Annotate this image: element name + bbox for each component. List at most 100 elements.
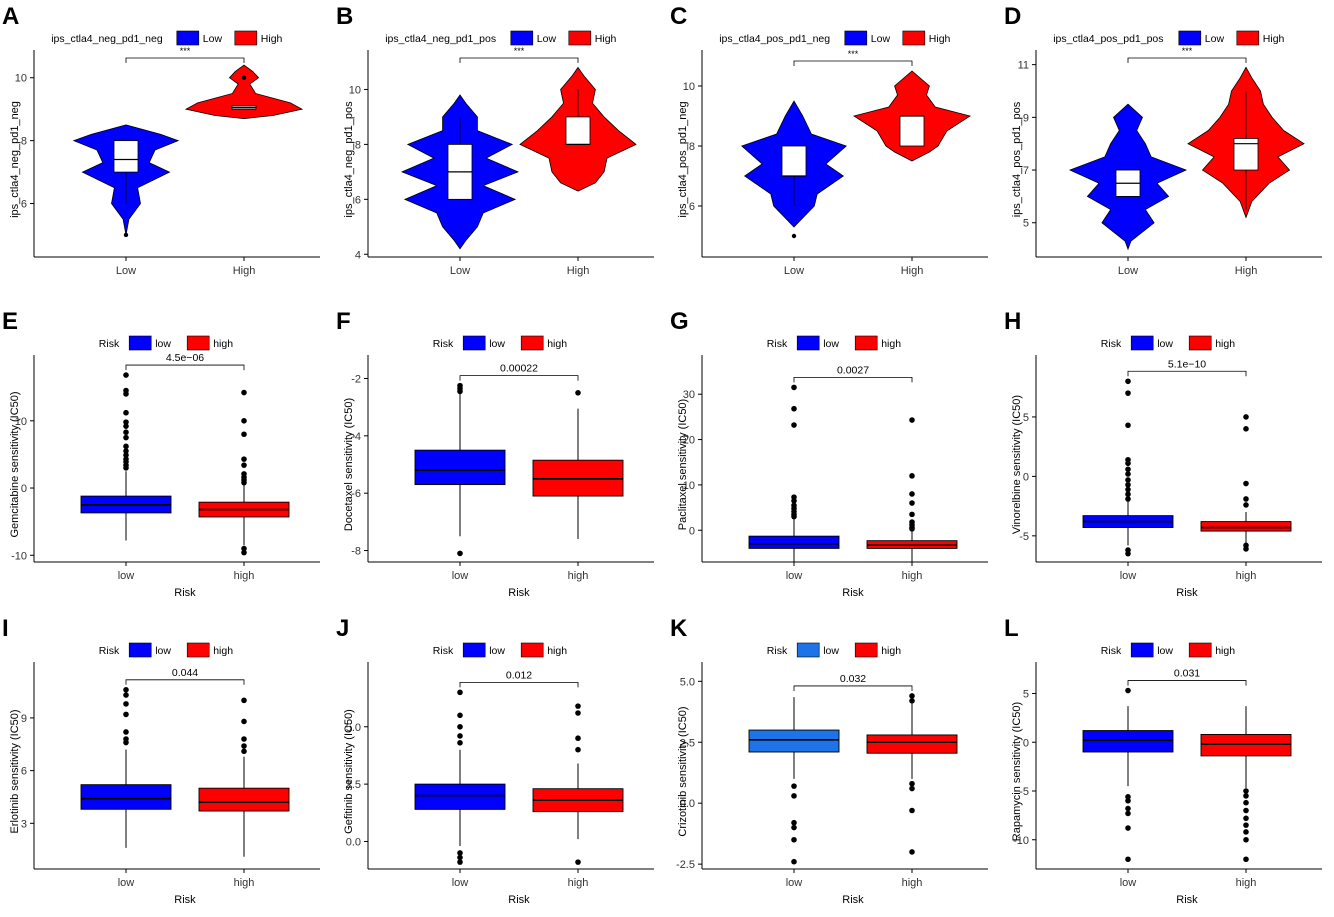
significance-bracket: [459, 375, 579, 381]
outlier-point: [457, 859, 463, 865]
legend-swatch-low: [462, 642, 486, 658]
x-tick-label: low: [1120, 570, 1137, 582]
legend-swatch-low: [462, 335, 486, 351]
legend-label-high: high: [213, 645, 233, 657]
legend: ips_ctla4_neg_pd1_neg Low High: [51, 30, 283, 46]
outlier-point: [457, 712, 463, 719]
panel-k: K Risk low high -2.5 0.0 2.5 5.0 Crizotinib sens…: [670, 615, 988, 906]
outlier-point: [1125, 477, 1131, 483]
significance-label: 0.00022: [500, 363, 538, 375]
significance-label: ***: [514, 46, 525, 56]
y-tick-label: -6: [351, 488, 361, 500]
legend: Risk low high: [433, 335, 567, 351]
significance-label: 5.1e−10: [1168, 358, 1206, 370]
outlier-point: [123, 701, 129, 707]
outlier-point: [241, 389, 247, 396]
y-tick-label: 6: [21, 199, 27, 211]
significance-label: 4.5e−06: [166, 352, 204, 364]
y-tick-label: -2.5: [676, 859, 695, 871]
legend-title: ips_ctla4_neg_pd1_pos: [385, 33, 496, 45]
group-low: [414, 689, 506, 865]
x-axis-label: Risk: [508, 587, 530, 599]
legend-title: Risk: [767, 645, 788, 657]
outlier-point: [241, 417, 247, 424]
legend: Risk low high: [1101, 642, 1235, 658]
outlier-point: [909, 511, 915, 518]
y-axis-label: ips_ctla4_neg_pd1_neg: [9, 101, 21, 218]
legend-label-low: Low: [871, 33, 891, 45]
outlier-point: [909, 807, 915, 814]
outlier-point: [1243, 414, 1249, 420]
legend-label-high: high: [1215, 338, 1235, 350]
legend-swatch-low: [128, 335, 152, 351]
legend-swatch-low: [844, 30, 868, 46]
group-low: [1082, 378, 1174, 557]
legend-swatch-high: [186, 335, 210, 351]
group-low: [748, 697, 840, 865]
significance-bracket: [125, 679, 245, 685]
outlier-point: [123, 429, 129, 436]
legend-swatch-high: [902, 30, 926, 46]
legend: Risk low high: [433, 642, 567, 658]
legend-title: Risk: [433, 645, 454, 657]
outlier-point: [123, 409, 129, 416]
outlier-point: [457, 733, 463, 739]
y-tick-label: 0: [689, 525, 695, 537]
x-tick-label: low: [118, 877, 135, 889]
y-axis-label: ips_ctla4_pos_pd1_neg: [677, 101, 689, 217]
x-tick-label: Low: [450, 265, 470, 277]
outlier-point: [791, 233, 797, 239]
outlier-point: [1125, 550, 1131, 557]
legend-swatch-low: [510, 30, 534, 46]
outlier-point: [1125, 805, 1131, 812]
outlier-point: [123, 736, 129, 742]
legend-label-high: high: [881, 338, 901, 350]
legend-swatch-high: [854, 642, 878, 658]
legend-label-high: High: [929, 33, 951, 45]
legend: ips_ctla4_pos_pd1_pos Low High: [1053, 30, 1285, 46]
outlier-point: [575, 859, 581, 865]
outlier-point: [241, 743, 247, 749]
outlier-point: [1125, 466, 1131, 473]
outlier-point: [1125, 481, 1131, 488]
group-low: [80, 372, 172, 541]
y-tick-label: 10: [683, 81, 695, 93]
y-tick-label: 6: [21, 766, 27, 778]
legend-swatch-low: [1130, 335, 1154, 351]
panel-letter: D: [1004, 3, 1021, 30]
outlier-point: [1243, 480, 1249, 487]
y-axis-label: Paclitaxel sensitivity (IC50): [677, 399, 689, 530]
outlier-point: [123, 692, 129, 698]
outlier-point: [123, 434, 129, 441]
y-tick-label: 5.0: [680, 676, 695, 688]
outlier-point: [1243, 793, 1249, 799]
outlier-point: [1243, 496, 1249, 502]
outlier-point: [1125, 378, 1131, 385]
x-tick-label: high: [902, 877, 923, 889]
significance-label: ***: [180, 46, 191, 56]
group-high: [1200, 706, 1292, 863]
legend: Risk low high: [767, 642, 901, 658]
outlier-point: [909, 780, 915, 787]
group-high: [853, 70, 971, 162]
outlier-point: [791, 502, 797, 509]
outlier-point: [1243, 836, 1249, 843]
box: [781, 145, 807, 177]
legend-swatch-high: [186, 642, 210, 658]
y-tick-label: 9: [1023, 112, 1029, 124]
box: [414, 783, 506, 810]
significance-label: 0.0027: [837, 364, 869, 376]
y-tick-label: -10: [11, 550, 27, 562]
legend-swatch-high: [568, 30, 592, 46]
panel-letter: F: [336, 308, 351, 335]
outlier-point: [241, 718, 247, 725]
y-tick-label: 30: [683, 389, 695, 401]
outlier-point: [791, 819, 797, 826]
legend-swatch-low: [796, 335, 820, 351]
